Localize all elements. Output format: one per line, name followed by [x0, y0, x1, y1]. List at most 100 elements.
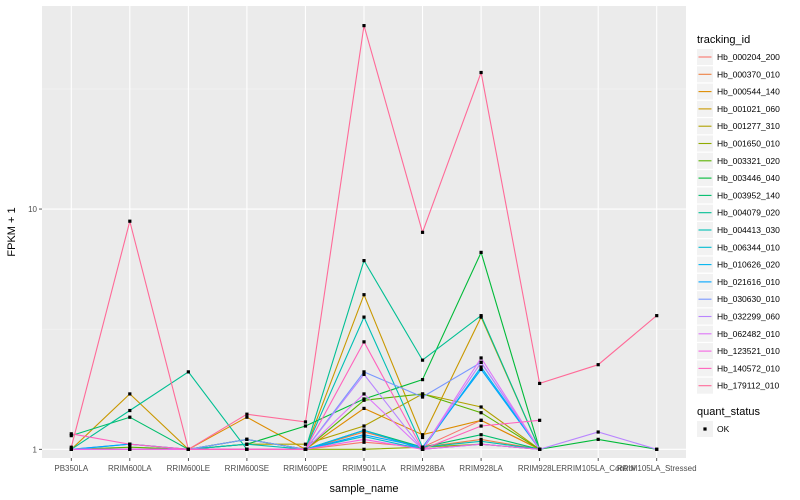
data-point — [596, 363, 600, 367]
status-legend-title: quant_status — [697, 406, 760, 418]
legend-item: Hb_003952_140 — [697, 187, 780, 204]
data-point — [245, 412, 249, 416]
legend-label: Hb_003952_140 — [717, 190, 780, 200]
data-point — [596, 437, 600, 441]
legend-label: Hb_123521_010 — [717, 346, 780, 356]
data-point — [420, 395, 425, 399]
legend-item: Hb_032299_060 — [697, 308, 780, 325]
x-tick-label: RRIM600LE — [167, 464, 211, 473]
legend-label: Hb_062482_010 — [717, 329, 780, 339]
data-point — [479, 418, 483, 422]
legend-label: Hb_001021_060 — [717, 104, 780, 114]
data-point — [479, 250, 483, 254]
x-tick-label: RRIM928BA — [400, 464, 445, 473]
data-point — [479, 411, 483, 415]
data-point — [362, 433, 366, 437]
legend-item: Hb_006344_010 — [697, 239, 780, 256]
data-point — [245, 442, 249, 446]
legend-label: Hb_021616_010 — [717, 277, 780, 287]
data-point — [538, 381, 542, 386]
legend-label: Hb_004413_030 — [717, 225, 780, 235]
data-point — [362, 340, 366, 344]
data-point — [362, 447, 366, 451]
legend-item: Hb_003446_040 — [697, 170, 780, 187]
legend-item: Hb_140572_010 — [697, 360, 780, 377]
data-point — [69, 447, 73, 451]
data-point — [362, 315, 366, 319]
legend-item: Hb_021616_010 — [697, 273, 780, 290]
legend-item: Hb_004413_030 — [697, 222, 780, 238]
data-point — [420, 433, 425, 437]
y-tick-label: 1 — [33, 445, 38, 454]
legend-label: Hb_179112_010 — [717, 381, 780, 391]
legend-item: Hb_000544_140 — [697, 83, 780, 100]
data-point — [362, 372, 366, 376]
data-point — [128, 442, 132, 446]
data-point — [479, 360, 483, 364]
legend-label: Hb_000544_140 — [717, 87, 780, 97]
data-point — [362, 440, 366, 444]
x-tick-label: RRIM105LA_Control — [561, 464, 635, 473]
data-point — [303, 442, 308, 446]
x-tick-label: PB350LA — [54, 464, 88, 473]
legend-label: Hb_004079_020 — [717, 208, 780, 218]
legend-label: Hb_030630_010 — [717, 294, 780, 304]
x-tick-label: RRIM105LA_Stressed — [617, 464, 697, 473]
data-point — [538, 447, 542, 451]
legend-item: Hb_123521_010 — [697, 343, 780, 360]
data-point — [420, 358, 425, 362]
x-tick-label: RRIM901LA — [342, 464, 386, 473]
data-point — [420, 445, 425, 449]
data-point — [245, 437, 249, 441]
data-point — [479, 367, 483, 372]
legend-item: Hb_010626_020 — [697, 256, 780, 273]
x-tick-label: RRIM928LA — [459, 464, 503, 473]
data-point — [128, 415, 132, 419]
legend-label: Hb_032299_060 — [717, 312, 780, 322]
data-point — [128, 392, 132, 396]
y-tick-label: 10 — [28, 205, 37, 214]
data-point — [362, 397, 366, 401]
legend-item: Hb_062482_010 — [697, 325, 780, 342]
x-tick-label: RRIM600LA — [108, 464, 152, 473]
data-point — [420, 447, 425, 451]
data-point — [69, 445, 73, 449]
data-point — [362, 392, 366, 396]
legend-label: Hb_140572_010 — [717, 363, 780, 373]
data-point — [479, 424, 483, 428]
legend-label: Hb_000370_010 — [717, 69, 780, 79]
legend-item: Hb_003321_020 — [697, 152, 780, 169]
x-tick-label: RRIM600SE — [225, 464, 269, 473]
status-legend-label: OK — [717, 424, 730, 434]
data-point — [362, 370, 366, 374]
data-point — [479, 365, 483, 369]
x-axis-title: sample_name — [329, 483, 398, 495]
data-point — [655, 447, 659, 451]
legend-label: Hb_003321_020 — [717, 156, 780, 166]
data-point — [362, 428, 366, 432]
data-point — [596, 430, 600, 434]
data-point — [128, 445, 132, 449]
data-point — [362, 424, 366, 428]
legend-label: Hb_000204_200 — [717, 52, 780, 62]
data-point — [479, 433, 483, 437]
legend-label: Hb_001277_310 — [717, 121, 780, 131]
legend-label: Hb_006344_010 — [717, 242, 780, 252]
legend-label: Hb_003446_040 — [717, 173, 780, 183]
data-point — [362, 293, 366, 297]
data-point — [420, 435, 425, 440]
data-point — [420, 378, 425, 382]
legend-label: Hb_001650_010 — [717, 139, 780, 149]
data-point — [128, 447, 132, 451]
legend-item: Hb_179112_010 — [697, 377, 780, 394]
data-point — [420, 230, 425, 234]
data-point — [479, 405, 483, 409]
data-point — [479, 356, 483, 360]
data-point — [245, 447, 249, 451]
data-point — [245, 415, 249, 419]
data-point — [128, 408, 132, 413]
x-tick-label: RRIM600PE — [283, 464, 327, 473]
data-point — [69, 434, 73, 438]
data-point — [479, 314, 483, 318]
